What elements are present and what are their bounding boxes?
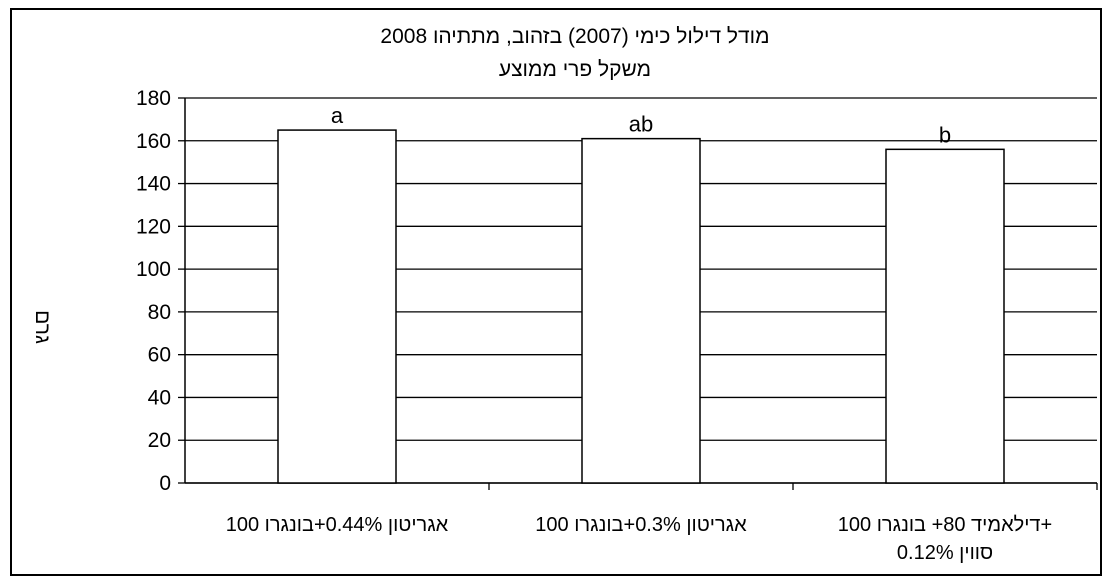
plot-area: 0 20 40 60 80 100 120 140 160 180 a אגריטון 0.44%+ב… [136, 87, 1098, 564]
chart-subtitle: משקל פרי ממוצע [499, 58, 651, 81]
bar [277, 129, 397, 484]
y-tick-label: 60 [148, 344, 171, 367]
y-tick-label: 120 [136, 215, 171, 238]
x-tick-label: אגריטון 0.3%+בונגרו 100 [535, 514, 747, 536]
y-tick-label: 0 [159, 472, 171, 495]
data-label: ab [629, 112, 653, 137]
y-tick-label: 140 [136, 173, 171, 196]
chart-title: מודל דילול כימי (2007) בזהוב, מתתיהו 200… [380, 25, 769, 48]
x-tick-label: סווין 0.12% [897, 542, 993, 564]
x-tick-label: דילאמיד 80+ בונגרו 100+ [838, 514, 1052, 536]
y-tick-label: 180 [136, 87, 171, 110]
bar [885, 148, 1005, 484]
y-tick-label: 80 [148, 301, 171, 324]
data-label: a [331, 103, 344, 128]
y-tick-label: 160 [136, 130, 171, 153]
y-axis-label: גרם [31, 310, 54, 344]
x-tick-label: אגריטון 0.44%+בונגרו 100 [226, 514, 449, 536]
bar [581, 137, 701, 484]
data-label: b [939, 122, 951, 147]
y-tick-label: 40 [148, 386, 171, 409]
y-tick-label: 20 [148, 429, 171, 452]
y-tick-label: 100 [136, 258, 171, 281]
